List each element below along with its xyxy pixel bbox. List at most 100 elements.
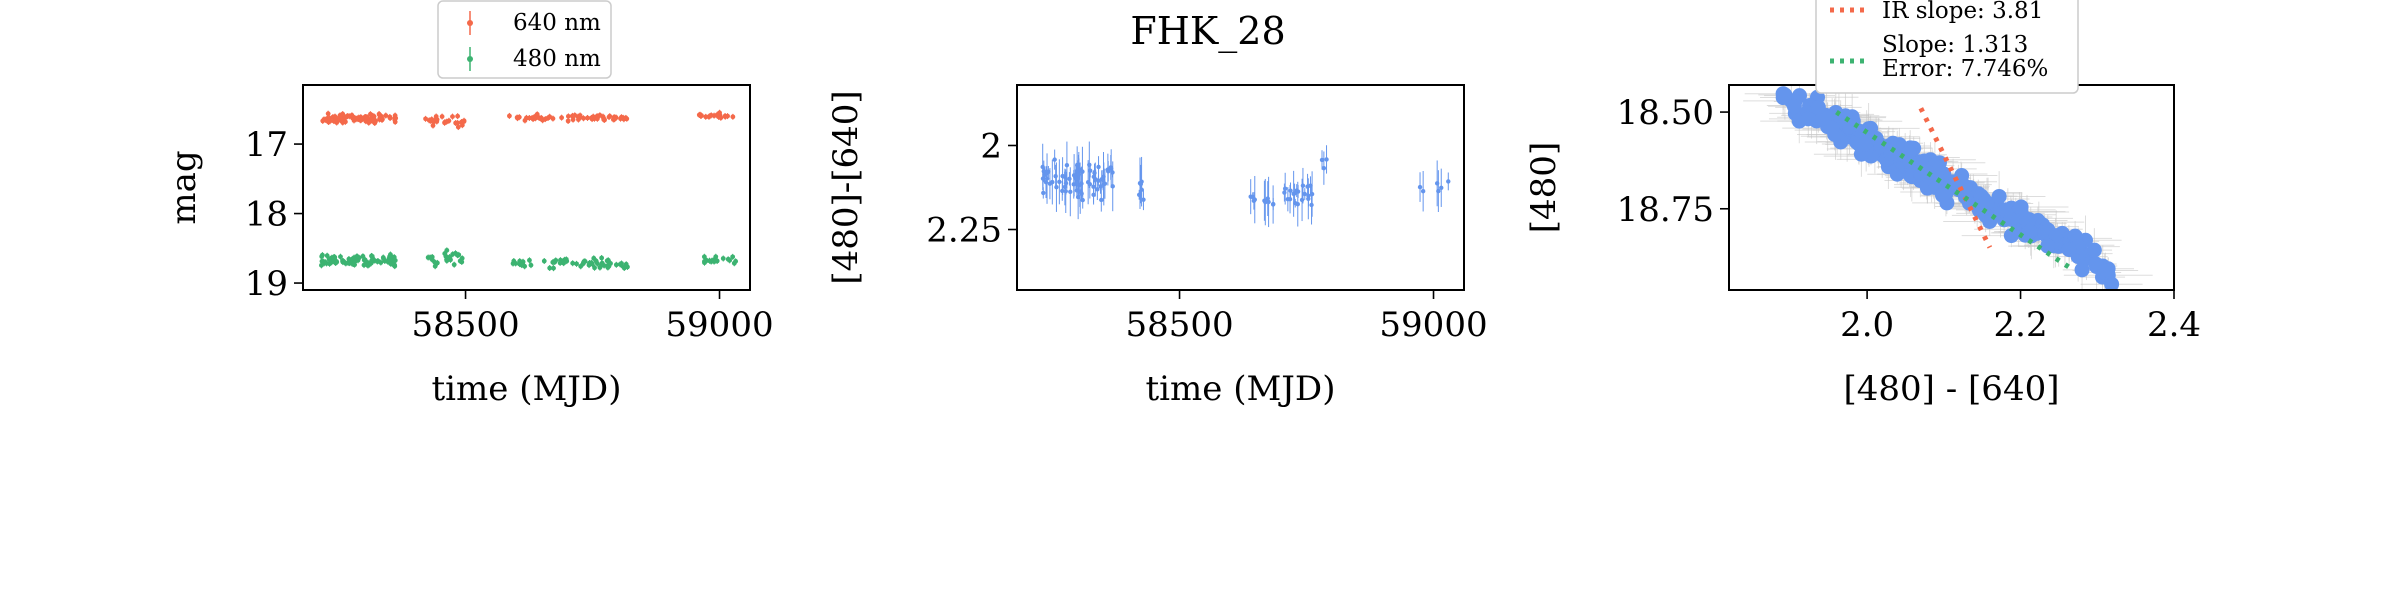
data-point [434,260,440,266]
data-point [444,119,450,125]
data-point [2061,242,2077,258]
fit-line-1 [1918,107,1993,249]
data-point [725,256,731,262]
x-axis-label: time (MJD) [432,369,622,409]
data-point [610,117,616,122]
data-point [1041,190,1046,196]
data-point [1075,194,1081,200]
data-point [345,260,351,266]
data-point [1306,196,1311,201]
data-point [1319,157,1325,163]
data-point [393,115,399,121]
plot-area [1040,141,1451,228]
data-point [1054,184,1059,190]
data-point [1099,197,1104,203]
data-point [731,260,737,266]
data-point [439,114,445,119]
data-point [455,124,461,130]
data-point [2013,199,2029,215]
legend-marker [467,56,473,62]
data-point [455,113,461,119]
data-point [585,115,590,121]
data-point [604,258,610,264]
data-point [1263,199,1268,205]
x-tick-label: 59000 [1379,305,1487,345]
y-axis-label: [480]-[640] [826,90,866,284]
data-point [1309,191,1315,197]
data-point [1076,172,1082,177]
figure-title: FHK_28 [1130,9,1285,54]
data-point [599,255,605,261]
data-point [391,254,397,260]
data-point [392,119,398,125]
plot-area [319,109,739,272]
data-point [455,120,461,126]
data-point [613,262,619,268]
data-point [329,259,335,265]
data-point [1057,179,1062,185]
data-point [459,259,465,265]
data-point [730,114,736,120]
data-point [352,115,358,121]
data-point [1417,184,1423,190]
data-point [1786,98,1802,114]
data-point [710,257,716,263]
data-point [378,116,384,121]
data-point [2086,242,2102,258]
series-480-nm [319,247,739,272]
data-point [451,262,457,268]
legend-label: Error: 7.746% [1882,56,2048,82]
series-640-nm [320,109,736,131]
data-point [1800,111,1816,127]
data-point [1282,186,1288,191]
data-point [332,114,338,119]
data-point [369,258,375,264]
data-point [1067,176,1072,182]
data-point [1105,167,1111,172]
data-point [594,116,600,122]
data-point [703,114,709,120]
data-point [587,261,592,267]
data-point [1073,175,1079,181]
data-point [1436,188,1441,194]
data-point [550,259,556,265]
data-point [433,116,439,122]
data-point [320,118,326,124]
data-point [701,254,707,260]
data-point [1138,181,1143,187]
data-point [1300,183,1306,188]
data-point [522,118,528,123]
data-point [1292,191,1297,196]
data-point [551,265,556,271]
data-point [1309,202,1314,208]
data-point [360,253,366,259]
data-point [1842,119,1858,135]
data-point [343,119,348,125]
data-point [1287,196,1293,202]
y-tick-label: 18.75 [1617,190,1714,230]
data-point [1248,194,1253,199]
y-tick-label: 18.50 [1617,93,1714,133]
series-color-index [1040,141,1451,228]
data-point [342,114,348,120]
data-point [541,258,547,264]
data-point [534,111,540,117]
data-point [565,118,571,124]
x-tick-label: 2.0 [1840,305,1894,345]
legend-label: 480 nm [513,46,601,72]
data-point [1092,170,1097,176]
data-point [1270,202,1276,207]
data-point [623,115,629,121]
data-point [1883,146,1899,162]
legend-frame [437,0,612,79]
x-axis-label: time (MJD) [1146,369,1336,409]
data-point [581,115,586,121]
data-point [547,265,553,271]
data-point [601,117,607,122]
data-point [619,262,624,268]
y-tick-label: 2 [980,126,1002,166]
data-point [388,261,393,267]
axes-frame [1016,84,1465,291]
